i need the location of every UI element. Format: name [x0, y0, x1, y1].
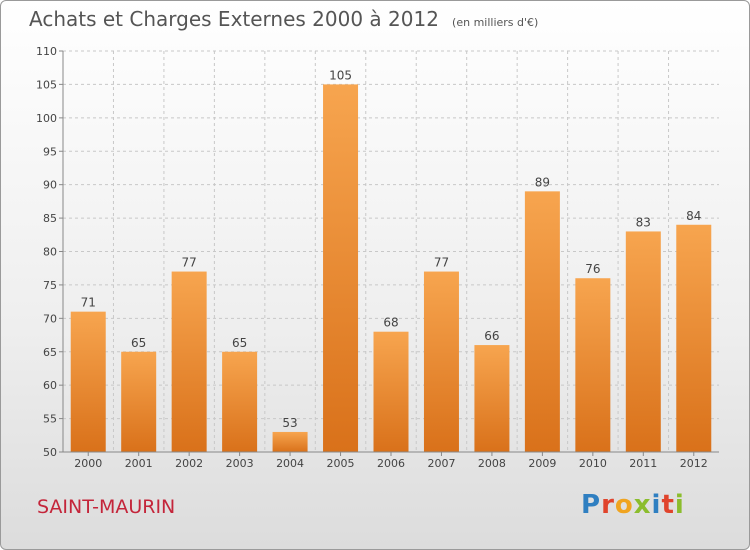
bar: [70, 311, 106, 452]
bar: [222, 351, 258, 452]
data-label: 77: [182, 256, 197, 270]
bar: [423, 271, 459, 452]
bar: [575, 278, 611, 452]
bar: [524, 191, 560, 452]
y-tick-label: 80: [43, 246, 57, 259]
data-label: 77: [434, 256, 449, 270]
x-tick-label: 2011: [629, 457, 657, 470]
y-tick-label: 50: [43, 446, 57, 459]
data-label: 71: [81, 296, 96, 310]
bar: [474, 345, 510, 452]
bar: [323, 84, 359, 453]
x-tick-label: 2001: [125, 457, 153, 470]
data-label: 89: [535, 175, 550, 189]
y-tick-label: 90: [43, 179, 57, 192]
data-label: 83: [636, 215, 651, 229]
x-tick-label: 2010: [579, 457, 607, 470]
x-tick-label: 2004: [276, 457, 304, 470]
brand-letter: r: [601, 490, 615, 520]
data-label: 65: [131, 336, 146, 350]
axes: 50 55 60 65 70 75 80 85 90 95 100 105 110 2000 2001 200…: [36, 45, 719, 470]
bar: [676, 224, 712, 452]
x-tick-label: 2008: [478, 457, 506, 470]
data-label: 76: [585, 262, 600, 276]
bar: [625, 231, 661, 452]
y-tick-label: 55: [43, 413, 57, 426]
x-tick-label: 2006: [377, 457, 405, 470]
chart-unit: (en milliers d'€): [452, 16, 539, 29]
data-label: 84: [686, 209, 701, 223]
bar: [121, 351, 157, 452]
commune-name: SAINT-MAURIN: [37, 496, 176, 518]
y-tick-label: 95: [43, 145, 57, 158]
y-tick-label: 75: [43, 279, 57, 292]
brand-letter: x: [633, 490, 652, 520]
x-tick-label: 2009: [528, 457, 556, 470]
x-tick-label: 2003: [226, 457, 254, 470]
chart-title: Achats et Charges Externes 2000 à 2012: [29, 7, 439, 31]
brand-letter: t: [661, 490, 675, 520]
brand-letter: o: [614, 490, 634, 520]
data-label: 65: [232, 336, 247, 350]
brand-letter: i: [651, 490, 662, 520]
y-tick-label: 70: [43, 312, 57, 325]
bars: 71 65 77 65 53 105 68 77 66 89 76 83 84: [70, 68, 712, 453]
x-tick-label: 2012: [680, 457, 708, 470]
data-label: 66: [484, 329, 499, 343]
data-label: 105: [329, 68, 352, 82]
brand-letter: i: [674, 490, 685, 520]
y-tick-label: 65: [43, 346, 57, 359]
x-tick-label: 2005: [327, 457, 355, 470]
bar: [171, 271, 207, 452]
data-label: 68: [383, 316, 398, 330]
x-tick-label: 2007: [427, 457, 455, 470]
y-tick-label: 110: [36, 45, 57, 58]
brand-letter: P: [581, 490, 602, 520]
x-tick-label: 2002: [175, 457, 203, 470]
bar: [272, 431, 308, 452]
proxiti-logo: Proxiti: [581, 490, 685, 520]
y-tick-label: 100: [36, 112, 57, 125]
y-tick-label: 85: [43, 212, 57, 225]
x-tick-label: 2000: [74, 457, 102, 470]
y-tick-label: 105: [36, 78, 57, 91]
y-tick-label: 60: [43, 379, 57, 392]
chart-header: Achats et Charges Externes 2000 à 2012 (…: [29, 7, 538, 31]
data-label: 53: [282, 416, 297, 430]
bar: [373, 331, 409, 452]
